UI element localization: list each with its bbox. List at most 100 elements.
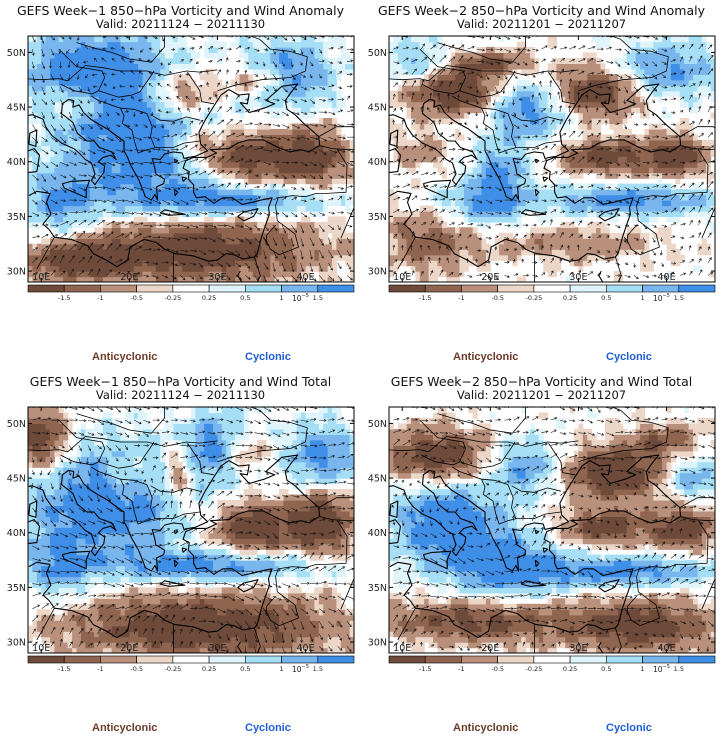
wind-arrow: [328, 429, 336, 433]
wind-arrow: [157, 82, 163, 88]
wind-arrow: [680, 417, 688, 421]
wind-arrow: [226, 69, 229, 75]
wind-arrow: [569, 594, 579, 598]
wind-arrow: [615, 122, 620, 126]
wind-arrow: [235, 633, 239, 642]
wind-arrow: [78, 219, 87, 226]
wind-arrow: [87, 269, 93, 276]
wind-arrow: [226, 528, 233, 534]
wind-arrow: [541, 233, 544, 238]
wind-arrow: [652, 48, 658, 54]
wind-arrow: [689, 182, 695, 188]
wind-arrow: [198, 555, 208, 559]
wind-arrow: [578, 528, 583, 534]
wind-arrow: [235, 120, 243, 125]
wind-arrow: [69, 581, 79, 585]
wind-arrow: [550, 59, 556, 63]
wind-arrow: [467, 407, 473, 410]
wind-arrow: [189, 432, 198, 436]
wind-arrow: [180, 617, 186, 622]
colorbar-scale-label: 10: [292, 294, 302, 303]
wind-arrow: [569, 645, 574, 649]
wind-arrow: [226, 145, 235, 150]
wind-arrow: [161, 248, 170, 252]
wind-arrow: [707, 232, 712, 238]
wind-arrow: [652, 99, 656, 104]
wind-arrow: [170, 640, 175, 647]
wind-arrow: [615, 187, 621, 191]
wind-arrow: [272, 545, 280, 549]
wind-arrow: [134, 605, 142, 609]
wind-arrow: [337, 250, 342, 259]
panel-week2-total: GEFS Week−2 850−hPa Vorticity and Wind T…: [361, 371, 722, 742]
colorbar-swatch: [27, 284, 65, 293]
wind-arrow: [401, 244, 404, 251]
wind-arrow: [133, 491, 137, 496]
wind-arrow: [393, 196, 401, 201]
wind-arrow: [143, 641, 148, 647]
wind-arrow: [272, 148, 281, 152]
wind-arrow: [587, 481, 593, 485]
wind-arrow: [78, 174, 87, 178]
wind-arrow: [569, 507, 573, 512]
wind-arrow: [670, 553, 677, 559]
wind-arrow: [180, 186, 190, 190]
wind-arrow: [410, 508, 414, 514]
wind-arrow: [444, 495, 450, 501]
wind-arrow: [59, 254, 65, 264]
wind-arrow: [291, 545, 299, 549]
wind-arrow: [346, 174, 353, 178]
wind-arrow: [217, 527, 224, 534]
wind-arrow: [707, 271, 714, 276]
wind-arrow: [174, 85, 181, 89]
wind-arrow: [60, 533, 69, 538]
wind-arrow: [670, 493, 678, 496]
wind-arrow: [698, 419, 705, 423]
wind-arrow: [235, 182, 241, 188]
wind-arrow: [522, 607, 532, 611]
colorbar-swatch: [606, 655, 643, 664]
wind-arrow: [606, 507, 611, 511]
wind-arrow: [652, 429, 662, 433]
wind-arrow: [670, 527, 673, 534]
wind-arrow: [87, 419, 96, 423]
wind-arrow: [633, 237, 639, 241]
wind-arrow: [513, 74, 518, 79]
wind-arrow: [245, 211, 254, 215]
wind-arrow: [124, 211, 135, 215]
wind-arrow: [587, 494, 593, 498]
wind-arrow: [485, 518, 491, 521]
wind-arrow: [263, 86, 269, 92]
wind-arrow: [401, 641, 405, 647]
wind-arrow: [661, 517, 667, 521]
wind-arrow: [346, 84, 353, 88]
wind-arrow: [78, 199, 87, 203]
wind-arrow: [272, 568, 281, 572]
wind-arrow: [115, 470, 119, 474]
wind-arrow: [337, 109, 344, 113]
wind-arrow: [550, 209, 557, 213]
wind-arrow: [559, 118, 563, 125]
wind-arrow: [32, 641, 38, 647]
wind-arrow: [448, 147, 456, 151]
wind-arrow: [337, 224, 341, 231]
wind-arrow: [235, 531, 244, 534]
wind-arrow: [624, 135, 631, 139]
wind-arrow: [226, 467, 234, 471]
wind-arrow: [272, 556, 281, 560]
wind-arrow: [254, 608, 262, 616]
wind-arrow: [328, 530, 335, 534]
wind-arrow: [69, 124, 74, 132]
wind-arrow: [180, 515, 187, 521]
wind-arrow: [143, 274, 150, 278]
wind-arrow: [263, 250, 267, 260]
wind-arrow: [513, 149, 520, 153]
wind-arrow: [550, 619, 557, 623]
wind-arrow: [300, 608, 309, 615]
wind-arrow: [411, 145, 417, 150]
wind-arrow: [152, 124, 156, 128]
wind-arrow: [152, 407, 160, 410]
wind-arrow: [41, 520, 48, 526]
wind-arrow: [643, 161, 650, 165]
wind-arrow: [337, 98, 345, 101]
